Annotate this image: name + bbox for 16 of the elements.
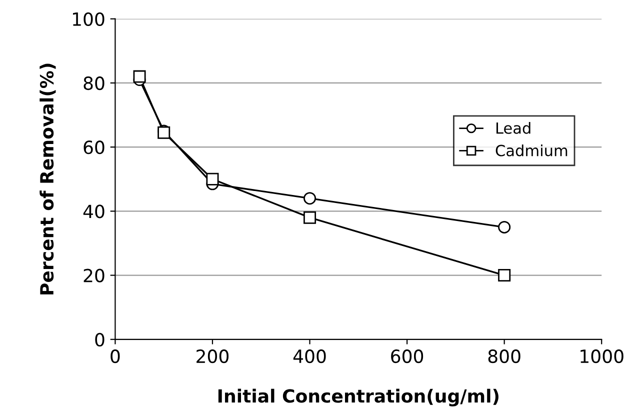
- y-tick-label: 20: [84, 268, 104, 282]
- y-axis-title: Percent of Removal(%): [40, 64, 56, 294]
- x-tick-label: 0: [110, 349, 120, 364]
- legend-label: Lead: [496, 122, 530, 134]
- x-tick-label: 1000: [580, 349, 624, 364]
- legend-label: Cadmium: [496, 144, 568, 156]
- x-tick-label: 800: [488, 349, 520, 364]
- y-tick-label: 40: [83, 204, 104, 218]
- x-tick-label: 200: [196, 349, 229, 364]
- x-tick-label: 400: [293, 349, 326, 364]
- y-tick-label: 0: [95, 332, 104, 347]
- y-tick-label: 80: [84, 76, 104, 90]
- y-tick-label: 100: [73, 12, 104, 26]
- x-tick-label: 600: [391, 349, 424, 364]
- x-axis-title: Initial Concentration(ug/ml): [218, 388, 498, 406]
- y-tick-label: 60: [84, 140, 104, 154]
